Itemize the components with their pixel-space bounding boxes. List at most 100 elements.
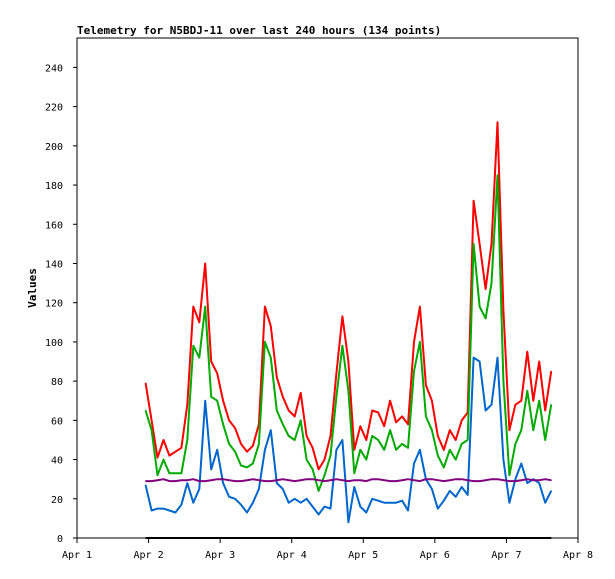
data-point	[431, 478, 433, 480]
data-point	[395, 537, 397, 539]
data-point	[228, 479, 230, 481]
data-point	[270, 325, 272, 327]
data-point	[407, 537, 409, 539]
data-point	[264, 306, 266, 308]
data-point	[461, 443, 463, 445]
data-point	[550, 479, 552, 481]
data-point	[252, 462, 254, 465]
y-tick-label: 160	[45, 220, 63, 231]
data-point	[407, 478, 409, 480]
data-point	[335, 449, 337, 451]
data-point	[455, 478, 457, 480]
data-point	[186, 482, 188, 484]
data-point	[270, 429, 272, 431]
data-point	[162, 478, 165, 480]
data-point	[371, 478, 373, 480]
data-point	[473, 480, 475, 482]
data-point	[156, 508, 159, 510]
data-point	[246, 511, 248, 514]
data-point	[323, 474, 326, 476]
data-point	[479, 360, 481, 363]
data-point	[192, 306, 194, 308]
data-point	[306, 435, 308, 437]
data-point	[479, 243, 481, 245]
data-point	[532, 537, 534, 539]
data-point	[413, 479, 415, 481]
y-tick-label: 240	[45, 63, 63, 74]
data-point	[276, 479, 278, 481]
data-point	[359, 537, 361, 539]
x-tick-label: Apr 5	[348, 550, 378, 561]
data-point	[180, 479, 182, 481]
x-tick-label: Apr 3	[205, 550, 235, 561]
data-point	[490, 282, 493, 284]
data-point	[288, 435, 290, 437]
data-point	[359, 449, 361, 451]
data-point	[389, 429, 391, 431]
data-point	[198, 321, 200, 323]
series-points-4	[145, 537, 552, 539]
x-tick-label: Apr 8	[563, 550, 593, 561]
data-point	[496, 357, 499, 359]
data-point	[216, 400, 218, 402]
data-point	[300, 419, 302, 421]
data-point	[532, 429, 534, 431]
series-line-1	[144, 174, 553, 492]
data-point	[550, 537, 552, 539]
data-point	[353, 449, 355, 451]
data-point	[544, 409, 546, 412]
data-point	[335, 372, 337, 374]
data-point	[288, 409, 290, 412]
data-point	[288, 502, 290, 504]
series-group	[144, 121, 553, 539]
data-point	[514, 443, 517, 445]
data-point	[323, 459, 326, 461]
data-point	[353, 472, 355, 474]
data-point	[383, 479, 385, 481]
data-point	[300, 392, 302, 394]
data-point	[508, 429, 510, 431]
data-point	[234, 537, 236, 539]
data-point	[222, 478, 224, 480]
data-point	[443, 480, 445, 482]
data-point	[246, 479, 248, 481]
data-point	[162, 439, 165, 441]
data-point	[294, 439, 296, 441]
data-point	[204, 480, 206, 482]
data-point	[341, 315, 343, 317]
data-point	[329, 508, 332, 510]
data-point	[335, 537, 337, 539]
data-point	[490, 478, 493, 480]
data-point	[258, 479, 260, 481]
data-point	[174, 537, 176, 539]
data-point	[168, 480, 170, 482]
data-point	[455, 537, 457, 539]
data-point	[145, 409, 147, 412]
data-point	[419, 480, 421, 482]
data-point	[449, 490, 451, 492]
data-point	[377, 500, 379, 502]
data-point	[508, 474, 510, 476]
data-point	[443, 466, 445, 468]
data-point	[341, 439, 343, 441]
data-point	[377, 537, 379, 539]
data-point	[264, 480, 266, 482]
data-point	[479, 537, 481, 539]
data-point	[204, 537, 206, 539]
data-point	[252, 537, 254, 539]
data-point	[514, 478, 517, 480]
data-point	[240, 537, 242, 539]
data-point	[502, 380, 504, 382]
data-point	[306, 537, 308, 539]
data-point	[210, 537, 212, 539]
data-point	[550, 490, 552, 492]
data-point	[520, 479, 522, 481]
data-point	[335, 478, 337, 480]
data-point	[520, 462, 522, 465]
data-point	[329, 435, 332, 437]
chart-title: Telemetry for N5BDJ-11 over last 240 hou…	[77, 24, 441, 37]
data-point	[204, 262, 206, 265]
data-point	[192, 537, 194, 539]
data-point	[264, 449, 266, 451]
series-points-1	[145, 174, 552, 492]
